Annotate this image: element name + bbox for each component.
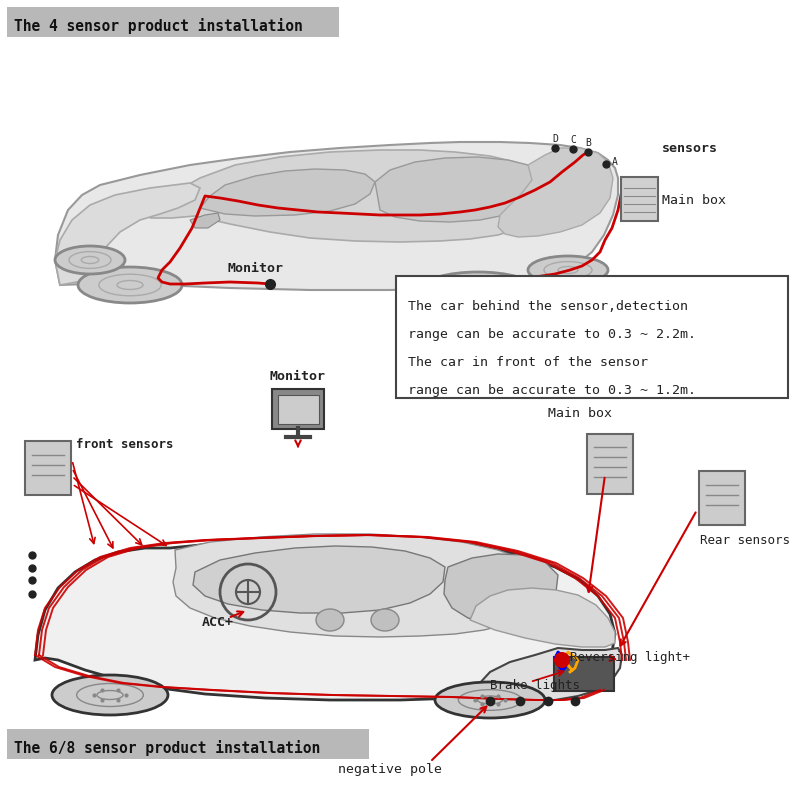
Text: sensors: sensors [662, 142, 718, 154]
Ellipse shape [78, 267, 182, 303]
Polygon shape [375, 157, 544, 222]
Text: Main box: Main box [548, 407, 612, 420]
FancyBboxPatch shape [587, 434, 633, 494]
Polygon shape [55, 183, 200, 285]
Polygon shape [173, 534, 548, 637]
Polygon shape [55, 142, 618, 290]
FancyBboxPatch shape [699, 471, 745, 525]
Text: The 4 sensor product installation: The 4 sensor product installation [14, 18, 302, 34]
Text: front sensors: front sensors [76, 438, 174, 451]
FancyBboxPatch shape [396, 276, 788, 398]
Text: range can be accurate to 0.3 ~ 1.2m.: range can be accurate to 0.3 ~ 1.2m. [408, 384, 696, 397]
FancyBboxPatch shape [272, 389, 324, 429]
FancyBboxPatch shape [621, 177, 658, 221]
FancyBboxPatch shape [554, 657, 614, 691]
Circle shape [554, 652, 570, 668]
Polygon shape [470, 588, 615, 647]
Polygon shape [35, 536, 615, 700]
Text: Brake lights: Brake lights [490, 678, 580, 691]
Polygon shape [190, 213, 220, 228]
Text: The car in front of the sensor: The car in front of the sensor [408, 356, 648, 369]
FancyBboxPatch shape [25, 441, 71, 495]
Text: Rear sensors: Rear sensors [700, 534, 790, 547]
FancyBboxPatch shape [278, 394, 318, 423]
Ellipse shape [316, 609, 344, 631]
Polygon shape [193, 546, 445, 613]
Ellipse shape [423, 272, 533, 304]
Text: The 6/8 sensor product installation: The 6/8 sensor product installation [14, 740, 320, 756]
Text: Reversing light+: Reversing light+ [570, 651, 690, 665]
Ellipse shape [528, 256, 608, 284]
Text: range can be accurate to 0.3 ~ 2.2m.: range can be accurate to 0.3 ~ 2.2m. [408, 328, 696, 341]
FancyBboxPatch shape [7, 729, 369, 759]
Text: Monitor: Monitor [270, 370, 326, 383]
Polygon shape [478, 648, 622, 702]
Text: C: C [570, 135, 576, 145]
Text: The car behind the sensor,detection: The car behind the sensor,detection [408, 300, 688, 313]
Text: Main box: Main box [662, 194, 726, 206]
Ellipse shape [371, 609, 399, 631]
Polygon shape [200, 169, 375, 216]
Text: A: A [612, 157, 618, 167]
Polygon shape [150, 150, 552, 242]
Ellipse shape [52, 675, 168, 715]
Polygon shape [444, 554, 558, 622]
Ellipse shape [55, 246, 125, 274]
Text: negative pole: negative pole [338, 763, 442, 777]
Text: D: D [552, 134, 558, 144]
FancyBboxPatch shape [7, 7, 339, 37]
Text: ACC+: ACC+ [202, 615, 234, 629]
Text: B: B [585, 138, 591, 148]
Text: Monitor: Monitor [228, 262, 284, 274]
Polygon shape [498, 148, 613, 237]
Ellipse shape [435, 682, 545, 718]
